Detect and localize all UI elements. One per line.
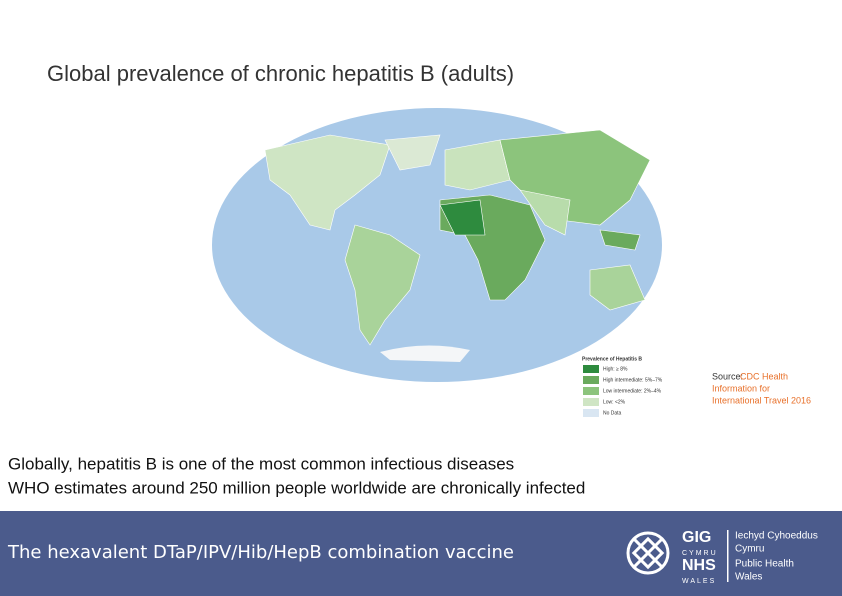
logo-org: Wales xyxy=(735,572,762,583)
legend-item: Low intermediate: 2%–4% xyxy=(603,388,662,394)
source-prefix: Source: xyxy=(712,371,743,381)
logo-org: Iechyd Cyhoeddus xyxy=(735,531,818,542)
logo-org: Public Health xyxy=(735,559,794,570)
logo-nhs: NHS xyxy=(682,557,716,574)
world-map xyxy=(212,108,662,382)
source-line: CDC Health xyxy=(740,371,788,381)
legend-item: No Data xyxy=(603,410,622,416)
body-text: WHO estimates around 250 million people … xyxy=(8,478,585,497)
body-text: Globally, hepatitis B is one of the most… xyxy=(8,454,514,473)
footer-text: The hexavalent DTaP/IPV/Hib/HepB combina… xyxy=(7,542,514,563)
legend-item: High: ≥ 8% xyxy=(603,366,628,372)
logo-wales: WALES xyxy=(682,578,716,585)
source-line: Information for xyxy=(712,383,770,393)
legend-item: High intermediate: 5%–7% xyxy=(603,377,663,383)
logo-org: Cymru xyxy=(735,544,764,555)
slide-title: Global prevalence of chronic hepatitis B… xyxy=(47,61,514,86)
logo: GIG CYMRU NHS WALES Iechyd Cyhoeddus Cym… xyxy=(626,529,818,585)
source-line: International Travel 2016 xyxy=(712,395,811,405)
logo-cymru: CYMRU xyxy=(682,550,718,557)
logo-gig: GIG xyxy=(682,529,711,546)
source: Source: CDC Health Information for Inter… xyxy=(712,371,811,405)
footer-band xyxy=(0,511,842,596)
legend-item: Low: <2% xyxy=(603,399,626,405)
map-legend: Prevalence of Hepatitis B High: ≥ 8% Hig… xyxy=(582,356,663,417)
legend-title: Prevalence of Hepatitis B xyxy=(582,356,642,362)
